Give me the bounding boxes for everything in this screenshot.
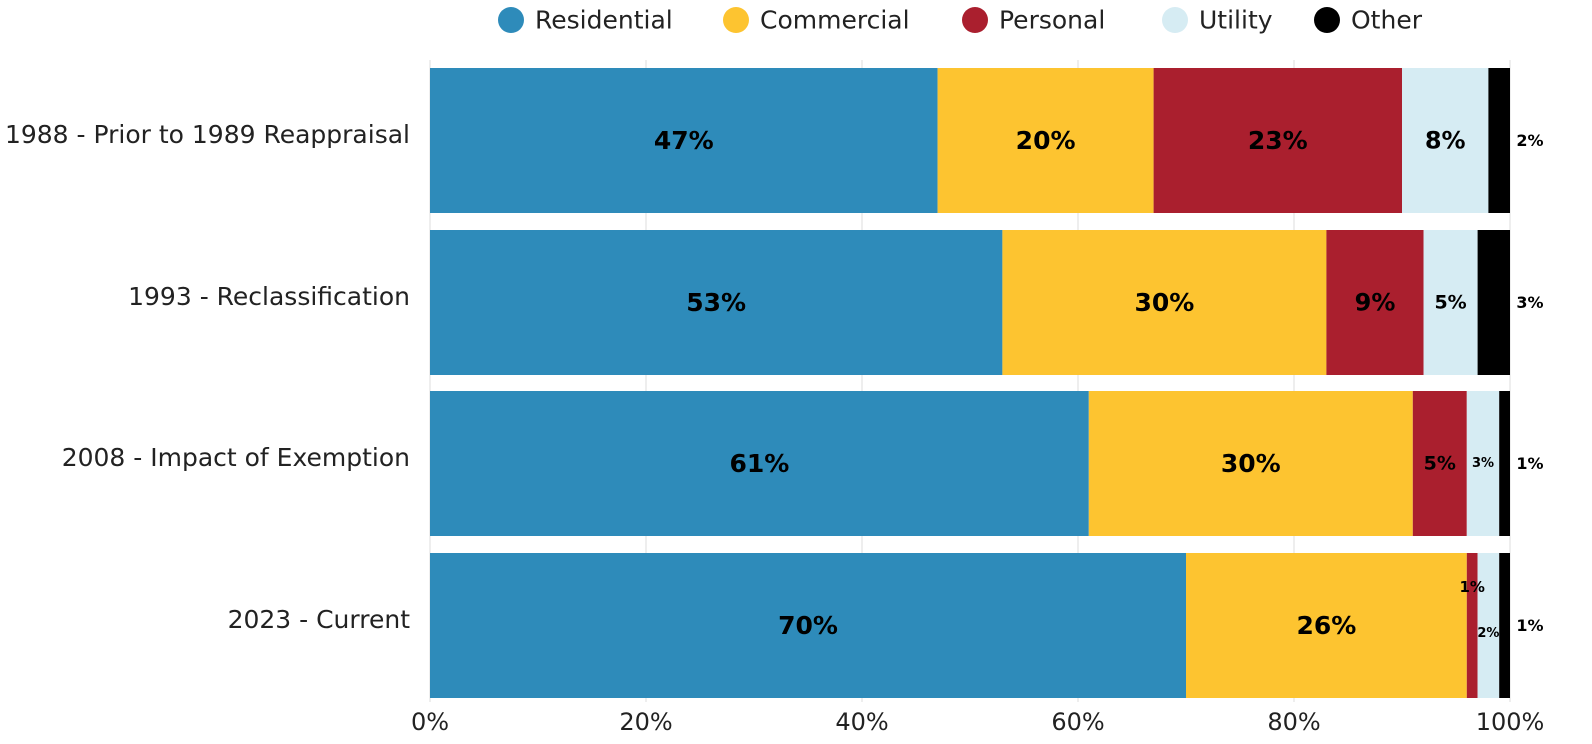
category-label: 1988 - Prior to 1989 Reappraisal <box>5 120 410 149</box>
bar-segment-residential-2 <box>430 391 1089 536</box>
x-tick-label: 0% <box>411 708 449 736</box>
data-label-residential-0: 47% <box>654 126 714 155</box>
bar-segment-other-3 <box>1499 553 1510 698</box>
data-label-commercial-3: 26% <box>1296 611 1356 640</box>
bar-segment-other-2 <box>1499 391 1510 536</box>
data-label-utility-1: 5% <box>1434 292 1466 314</box>
category-label: 2023 - Current <box>228 605 411 634</box>
bar-segment-residential-1 <box>430 230 1003 375</box>
category-label: 2008 - Impact of Exemption <box>62 443 410 472</box>
x-tick-label: 100% <box>1476 708 1545 736</box>
data-label-commercial-2: 30% <box>1221 449 1281 478</box>
data-label-residential-2: 61% <box>729 449 789 478</box>
data-label-other-1: 3% <box>1516 293 1543 312</box>
category-label: 1993 - Reclassification <box>128 282 410 311</box>
category-labels: 1988 - Prior to 1989 Reappraisal 1993 - R… <box>5 120 410 634</box>
legend-label-other: Other <box>1351 6 1423 35</box>
x-tick-label: 40% <box>835 708 888 736</box>
data-label-personal-0: 23% <box>1248 126 1308 155</box>
data-label-other-0: 2% <box>1516 131 1543 150</box>
x-axis-ticks: 0% 20% 40% 60% 80% 100% <box>411 708 1544 736</box>
legend-item-personal: Personal <box>962 6 1105 35</box>
data-label-personal-3: 1% <box>1459 578 1484 596</box>
data-label-commercial-0: 20% <box>1016 126 1076 155</box>
data-label-other-3: 1% <box>1516 616 1543 635</box>
bar-segment-commercial-3 <box>1186 553 1467 698</box>
legend: Residential Commercial Personal Utility Othe… <box>498 6 1423 35</box>
bar-segment-personal-2 <box>1412 391 1467 536</box>
legend-marker-residential <box>498 7 524 33</box>
legend-marker-utility <box>1162 7 1188 33</box>
bar-segment-commercial-0 <box>937 68 1154 213</box>
x-tick-label: 80% <box>1267 708 1320 736</box>
legend-label-commercial: Commercial <box>760 6 910 35</box>
legend-label-personal: Personal <box>999 6 1105 35</box>
data-label-personal-1: 9% <box>1355 289 1396 317</box>
bars <box>430 68 1510 698</box>
legend-label-residential: Residential <box>535 6 673 35</box>
legend-marker-commercial <box>723 7 749 33</box>
bar-segment-commercial-2 <box>1088 391 1413 536</box>
bar-segment-residential-3 <box>430 553 1186 698</box>
legend-item-other: Other <box>1314 6 1423 35</box>
data-label-utility-2: 3% <box>1472 456 1494 471</box>
bar-segment-other-1 <box>1477 230 1510 375</box>
bar-segment-utility-1 <box>1423 230 1478 375</box>
data-label-residential-1: 53% <box>686 288 746 317</box>
legend-marker-personal <box>962 7 988 33</box>
data-label-utility-3: 2% <box>1477 626 1499 641</box>
legend-item-utility: Utility <box>1162 6 1273 35</box>
legend-item-residential: Residential <box>498 6 673 35</box>
bar-segment-personal-0 <box>1153 68 1402 213</box>
x-tick-label: 20% <box>619 708 672 736</box>
legend-marker-other <box>1314 7 1340 33</box>
x-tick-label: 60% <box>1051 708 1104 736</box>
bar-segment-other-0 <box>1488 68 1510 213</box>
bar-segment-utility-2 <box>1466 391 1500 536</box>
data-labels: 47% 20% 23% 8% 2% 53% 30% 9% 5% 3% 61% 30% 5% 3% 1% 70%… <box>654 126 1544 641</box>
bar-segment-utility-0 <box>1402 68 1489 213</box>
bar-segment-residential-0 <box>430 68 938 213</box>
data-label-residential-3: 70% <box>778 611 838 640</box>
data-label-utility-0: 8% <box>1425 127 1466 155</box>
bar-segment-personal-3 <box>1466 553 1478 698</box>
bar-segment-commercial-1 <box>1002 230 1327 375</box>
data-label-other-2: 1% <box>1516 454 1543 473</box>
data-label-personal-2: 5% <box>1424 453 1456 475</box>
bar-segment-personal-1 <box>1326 230 1424 375</box>
legend-label-utility: Utility <box>1199 6 1273 35</box>
legend-item-commercial: Commercial <box>723 6 910 35</box>
bar-segment-utility-3 <box>1477 553 1500 698</box>
data-label-commercial-1: 30% <box>1134 288 1194 317</box>
